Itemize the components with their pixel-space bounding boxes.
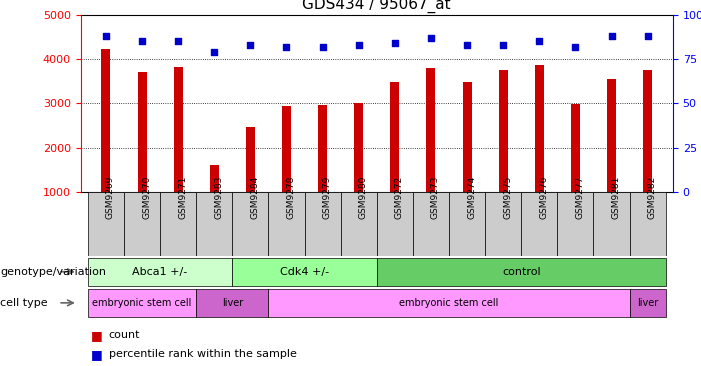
Point: [461, 42, 472, 48]
Point: [137, 38, 148, 44]
FancyBboxPatch shape: [377, 192, 413, 256]
Point: [209, 49, 220, 55]
FancyBboxPatch shape: [232, 258, 377, 286]
Bar: [498, 70, 508, 192]
Text: embryonic stem cell: embryonic stem cell: [400, 298, 498, 308]
Point: [317, 44, 328, 49]
Bar: [535, 65, 544, 192]
Point: [570, 44, 581, 49]
Text: ■: ■: [91, 329, 103, 341]
Text: GSM9284: GSM9284: [250, 176, 259, 219]
Bar: [354, 102, 363, 192]
Bar: [643, 70, 652, 192]
Bar: [607, 79, 616, 192]
Point: [606, 33, 617, 39]
Text: GSM9272: GSM9272: [395, 176, 404, 219]
Point: [353, 42, 365, 48]
Text: count: count: [109, 330, 140, 340]
Text: GSM9273: GSM9273: [431, 176, 440, 219]
FancyBboxPatch shape: [88, 192, 124, 256]
Point: [533, 38, 545, 44]
Bar: [102, 49, 111, 192]
Bar: [318, 105, 327, 192]
FancyBboxPatch shape: [377, 258, 666, 286]
Text: GSM9277: GSM9277: [576, 176, 585, 219]
FancyBboxPatch shape: [485, 192, 522, 256]
Text: liver: liver: [637, 298, 658, 308]
FancyBboxPatch shape: [196, 192, 232, 256]
Text: ■: ■: [91, 348, 103, 361]
Text: cell type: cell type: [0, 298, 48, 308]
Point: [642, 33, 653, 39]
Text: GSM9274: GSM9274: [467, 176, 476, 219]
FancyBboxPatch shape: [304, 192, 341, 256]
Bar: [137, 72, 147, 192]
FancyBboxPatch shape: [88, 258, 232, 286]
Point: [100, 33, 111, 39]
Bar: [210, 165, 219, 192]
FancyBboxPatch shape: [629, 289, 666, 317]
Text: GSM9279: GSM9279: [322, 176, 332, 219]
Text: GSM9281: GSM9281: [611, 176, 620, 219]
FancyBboxPatch shape: [268, 289, 629, 317]
Text: GSM9270: GSM9270: [142, 176, 151, 219]
Text: GSM9269: GSM9269: [106, 176, 115, 219]
Title: GDS434 / 95067_at: GDS434 / 95067_at: [302, 0, 451, 13]
FancyBboxPatch shape: [594, 192, 629, 256]
Text: GSM9282: GSM9282: [648, 176, 657, 219]
FancyBboxPatch shape: [124, 192, 160, 256]
Bar: [282, 106, 291, 192]
FancyBboxPatch shape: [557, 192, 594, 256]
Text: control: control: [502, 267, 540, 277]
Point: [389, 40, 400, 46]
Bar: [174, 67, 183, 192]
Text: GSM9283: GSM9283: [215, 176, 223, 219]
FancyBboxPatch shape: [413, 192, 449, 256]
Text: genotype/variation: genotype/variation: [0, 267, 106, 277]
FancyBboxPatch shape: [629, 192, 666, 256]
Text: GSM9280: GSM9280: [359, 176, 368, 219]
Point: [172, 38, 184, 44]
Text: percentile rank within the sample: percentile rank within the sample: [109, 349, 297, 359]
Text: Abca1 +/-: Abca1 +/-: [132, 267, 188, 277]
FancyBboxPatch shape: [232, 192, 268, 256]
Point: [245, 42, 256, 48]
Point: [498, 42, 509, 48]
Text: liver: liver: [222, 298, 243, 308]
Bar: [246, 127, 255, 192]
FancyBboxPatch shape: [160, 192, 196, 256]
Text: Cdk4 +/-: Cdk4 +/-: [280, 267, 329, 277]
FancyBboxPatch shape: [341, 192, 377, 256]
Bar: [426, 68, 435, 192]
Point: [426, 35, 437, 41]
Text: GSM9275: GSM9275: [503, 176, 512, 219]
Text: GSM9276: GSM9276: [539, 176, 548, 219]
FancyBboxPatch shape: [268, 192, 304, 256]
FancyBboxPatch shape: [522, 192, 557, 256]
Bar: [463, 82, 472, 192]
Bar: [571, 104, 580, 192]
Text: GSM9278: GSM9278: [287, 176, 296, 219]
FancyBboxPatch shape: [449, 192, 485, 256]
Bar: [390, 82, 400, 192]
FancyBboxPatch shape: [88, 289, 196, 317]
Point: [281, 44, 292, 49]
Text: embryonic stem cell: embryonic stem cell: [93, 298, 191, 308]
FancyBboxPatch shape: [196, 289, 268, 317]
Text: GSM9271: GSM9271: [178, 176, 187, 219]
